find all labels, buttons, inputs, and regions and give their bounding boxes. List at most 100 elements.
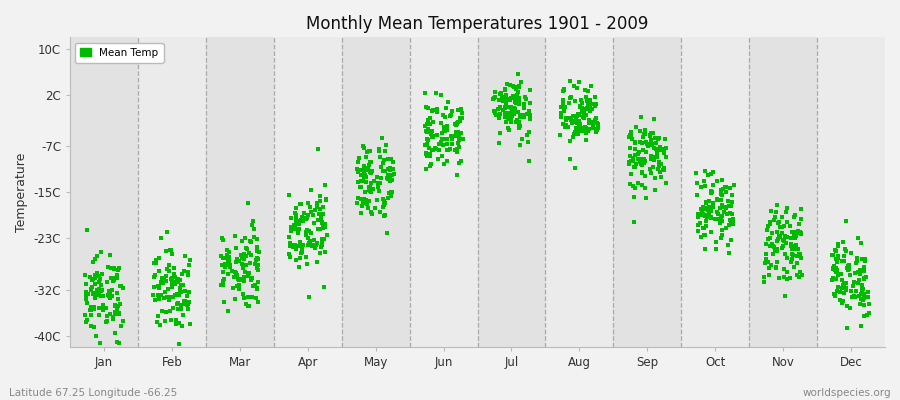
Point	[224, 268, 238, 274]
Point	[635, 170, 650, 176]
Point	[250, 286, 265, 292]
Point	[351, 179, 365, 185]
Point	[363, 169, 377, 175]
Point	[154, 235, 168, 242]
Text: Latitude 67.25 Longitude -66.25: Latitude 67.25 Longitude -66.25	[9, 388, 177, 398]
Point	[362, 148, 376, 154]
Point	[828, 255, 842, 262]
Point	[656, 149, 670, 156]
Point	[558, 124, 572, 130]
Point	[108, 330, 122, 336]
Point	[174, 306, 188, 312]
Point	[722, 202, 736, 209]
Point	[718, 225, 733, 231]
Point	[354, 178, 368, 184]
Point	[783, 222, 797, 229]
Point	[633, 156, 647, 162]
Point	[168, 316, 183, 323]
Point	[510, 93, 525, 100]
Point	[787, 232, 801, 238]
Point	[176, 282, 190, 288]
Point	[251, 299, 266, 305]
Point	[452, 144, 466, 150]
Point	[420, 129, 435, 135]
Point	[523, 87, 537, 94]
Point	[85, 286, 99, 292]
Point	[790, 252, 805, 259]
Point	[826, 290, 841, 297]
Point	[855, 284, 869, 290]
Point	[704, 229, 718, 235]
Point	[451, 106, 465, 113]
Point	[382, 190, 397, 196]
Point	[86, 306, 101, 312]
Point	[447, 132, 462, 139]
Point	[556, 101, 571, 108]
Point	[779, 204, 794, 211]
Point	[842, 266, 856, 273]
Point	[103, 311, 117, 317]
Point	[110, 306, 124, 313]
Point	[500, 125, 515, 132]
Point	[83, 307, 97, 314]
Point	[656, 146, 670, 152]
Point	[572, 104, 587, 110]
Point	[760, 227, 775, 234]
Point	[296, 218, 310, 224]
Point	[704, 215, 718, 221]
Point	[354, 184, 368, 190]
Point	[690, 180, 705, 186]
Point	[301, 234, 315, 241]
Point	[519, 132, 534, 139]
Point	[757, 274, 771, 280]
Point	[647, 156, 662, 163]
Point	[103, 252, 117, 258]
Point	[848, 269, 862, 276]
Point	[624, 171, 638, 177]
Point	[568, 118, 582, 124]
Point	[385, 176, 400, 183]
Point	[308, 245, 322, 251]
Point	[284, 224, 298, 230]
Point	[639, 149, 653, 155]
Point	[830, 259, 844, 265]
Point	[95, 292, 110, 299]
Point	[499, 97, 513, 104]
Point	[306, 212, 320, 219]
Point	[829, 269, 843, 275]
Point	[356, 164, 371, 171]
Point	[837, 252, 851, 259]
Point	[556, 88, 571, 95]
Point	[248, 282, 262, 288]
Point	[576, 128, 590, 134]
Point	[449, 129, 464, 136]
Point	[418, 142, 433, 148]
Point	[317, 284, 331, 290]
Point	[436, 127, 451, 133]
Point	[306, 242, 320, 249]
Point	[248, 226, 262, 232]
Point	[241, 294, 256, 300]
Point	[80, 291, 94, 297]
Point	[315, 236, 329, 242]
Point	[230, 272, 245, 278]
Point	[720, 211, 734, 218]
Point	[221, 254, 236, 260]
Point	[850, 269, 865, 275]
Point	[854, 240, 868, 246]
Point	[652, 169, 667, 175]
Point	[700, 214, 715, 220]
Point	[511, 100, 526, 107]
Point	[842, 265, 856, 271]
Point	[646, 163, 661, 170]
Point	[439, 126, 454, 133]
Point	[777, 274, 791, 281]
Point	[574, 100, 589, 106]
Point	[171, 279, 185, 286]
Point	[180, 293, 194, 300]
Point	[772, 233, 787, 239]
Point	[522, 107, 536, 114]
Point	[585, 106, 599, 112]
Point	[708, 216, 723, 222]
Point	[218, 255, 232, 261]
